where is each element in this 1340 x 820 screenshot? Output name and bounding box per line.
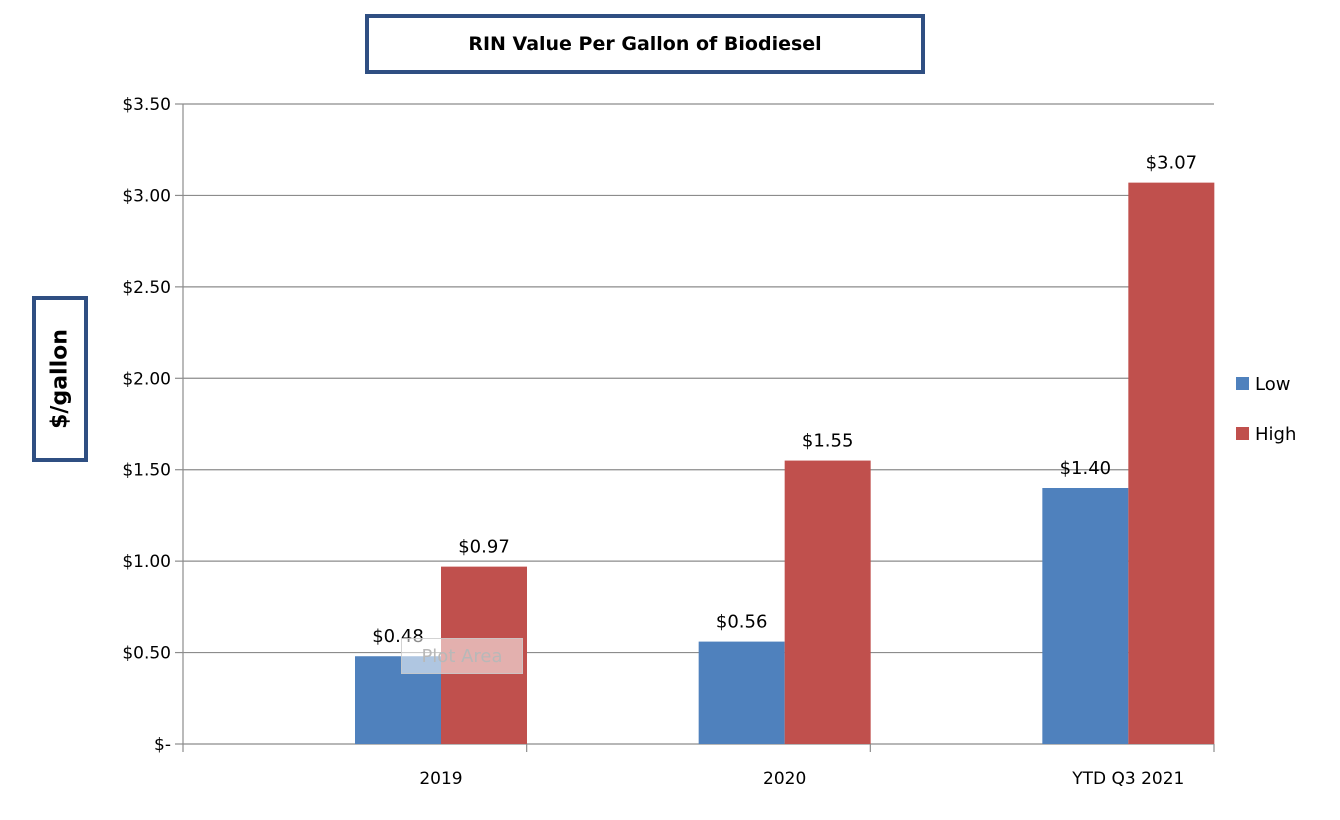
plot-area-tooltip-text: Plot Area [421,645,503,667]
chart-title-box: RIN Value Per Gallon of Biodiesel [365,14,925,74]
bar-low [1042,488,1129,744]
y-tick-label: $2.00 [122,369,171,389]
y-tick-label: $3.50 [122,95,171,115]
legend-label-high: High [1255,424,1296,445]
y-tick-label: $0.50 [122,644,171,664]
y-tick-label: $- [154,735,171,755]
data-label: $3.07 [1146,153,1198,174]
plot-area-tooltip: Plot Area [401,638,523,674]
y-tick-label: $3.00 [122,186,171,206]
legend-label-low: Low [1255,374,1290,395]
legend-swatch-low [1236,377,1249,390]
bar-high [784,460,871,744]
chart-title: RIN Value Per Gallon of Biodiesel [468,33,822,55]
y-tick-label: $2.50 [122,278,171,298]
data-label: $1.40 [1060,458,1112,479]
x-tick-label: 2020 [763,769,806,789]
y-tick-label: $1.00 [122,552,171,572]
legend-swatch-high [1236,427,1249,440]
y-axis-label-box: $/gallon [32,296,88,462]
data-label: $0.97 [458,537,510,558]
x-tick-label: 2019 [419,769,462,789]
bar-high [1128,182,1215,745]
data-label: $1.55 [802,431,854,452]
bar-low [698,641,785,744]
y-tick-label: $1.50 [122,461,171,481]
x-tick-label: YTD Q3 2021 [1071,769,1184,789]
data-label: $0.56 [716,612,768,633]
